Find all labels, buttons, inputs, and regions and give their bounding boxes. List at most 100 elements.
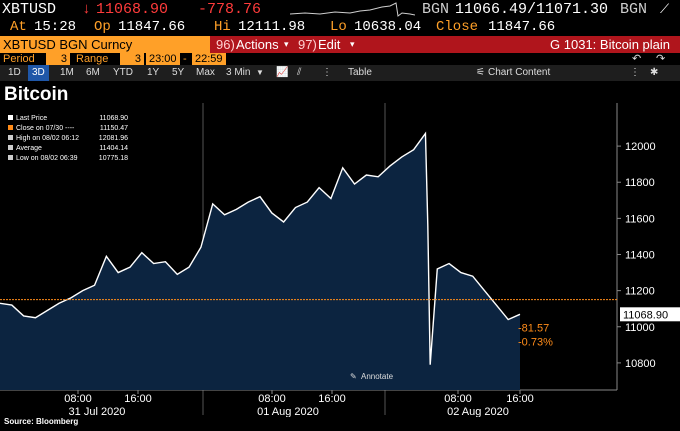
- y-tick-label: 11400: [625, 250, 655, 262]
- quote-line: XBTUSD ↓ 11068.90 -778.76 BGN 11066.49/1…: [0, 0, 680, 20]
- chart-content-button[interactable]: Chart Content: [488, 67, 551, 78]
- y-tick-label: 11200: [625, 286, 655, 298]
- chart-toolbar: 1D 3D 1M 6M YTD 1Y 5Y Max 3 Min ▼ 📈 ⫽ ⋮ …: [0, 65, 680, 81]
- range-button-1d[interactable]: 1D: [8, 67, 21, 78]
- end-time-field[interactable]: 22:59: [192, 53, 226, 66]
- legend-swatch: [8, 145, 13, 150]
- legend-swatch: [8, 135, 13, 140]
- date-label: 02 Aug 2020: [447, 406, 509, 417]
- at-time: 15:28: [34, 19, 77, 35]
- quote-detail-line: At 15:28 Op 11847.66 Hi 12111.98 Lo 1063…: [0, 18, 680, 36]
- x-tick-label: 08:00: [64, 393, 92, 405]
- range-dash: -: [183, 53, 187, 65]
- x-tick-label: 08:00: [444, 393, 472, 405]
- security-field[interactable]: XBTUSD BGN Curncy: [0, 36, 210, 53]
- function-title: G 1031: Bitcoin plain: [550, 37, 670, 52]
- legend-label: Close on 07/30 ----: [16, 125, 75, 132]
- period-field[interactable]: 3: [46, 53, 70, 66]
- command-bar: XBTUSD BGN Curncy 96) Actions ▾ 97) Edit…: [0, 36, 680, 53]
- sparkline: [290, 2, 415, 17]
- bgn-label-1: BGN: [422, 1, 450, 18]
- undo-icon[interactable]: ↶: [632, 53, 642, 65]
- settings-line-icon[interactable]: ⫽: [297, 67, 302, 78]
- close-label: Close: [436, 19, 479, 35]
- legend-swatch: [8, 155, 13, 160]
- legend-label: High on 08/02 06:12: [16, 135, 79, 142]
- start-time-field[interactable]: 23:00: [146, 53, 180, 66]
- annotate-label[interactable]: Annotate: [361, 372, 394, 381]
- interval-dropdown-icon[interactable]: ▼: [256, 68, 264, 77]
- price-chart: 10800 11000 11200 11400 11600 11800 12000 08:0…: [0, 103, 680, 417]
- ticker[interactable]: XBTUSD: [2, 1, 57, 18]
- annotate-button[interactable]: ✎ Annotate: [350, 372, 394, 381]
- redo-icon[interactable]: ↷: [656, 53, 666, 65]
- range-button-3d[interactable]: 3D: [28, 65, 49, 81]
- edit-dropdown-icon[interactable]: ▾: [350, 39, 355, 49]
- bid-ask: 11066.49/11071.30: [455, 1, 609, 18]
- legend-label: Average: [16, 145, 42, 152]
- gear-icon[interactable]: ✱: [650, 67, 659, 78]
- legend-swatch: [8, 115, 13, 120]
- net-change: -778.76: [198, 1, 262, 18]
- y-tick-label: 11600: [625, 213, 655, 225]
- edit-menu[interactable]: Edit: [318, 37, 341, 52]
- table-button[interactable]: Table: [348, 67, 372, 78]
- chart-content-icon[interactable]: ⚟: [476, 67, 485, 78]
- more-options-icon-right[interactable]: ⋮: [630, 67, 640, 78]
- actions-dropdown-icon[interactable]: ▾: [284, 39, 289, 49]
- last-price-label: 11068.90: [623, 309, 668, 321]
- high-label: Hi: [214, 19, 231, 35]
- interval-select[interactable]: 3 Min: [226, 67, 251, 78]
- annotate-pencil-icon[interactable]: ✎: [350, 372, 357, 381]
- actions-number: 96): [216, 37, 235, 52]
- y-tick-label: 12000: [625, 141, 656, 153]
- legend-value: 11404.14: [99, 145, 128, 152]
- y-tick-label: 11800: [625, 177, 655, 189]
- range-button-ytd[interactable]: YTD: [113, 67, 133, 78]
- range-label: Range: [76, 53, 109, 65]
- low-label: Lo: [330, 19, 347, 35]
- edit-number: 97): [298, 37, 317, 52]
- legend-value: 12081.96: [99, 135, 128, 142]
- more-options-icon[interactable]: ⋮: [322, 67, 332, 78]
- line-chart-icon[interactable]: 📈: [276, 67, 289, 78]
- legend-value: 10775.18: [99, 155, 128, 162]
- actions-menu[interactable]: Actions: [236, 37, 279, 52]
- x-tick-label: 16:00: [506, 393, 534, 405]
- last-price: 11068.90: [96, 1, 169, 18]
- change-absolute: -81.57: [518, 322, 549, 334]
- at-label: At: [10, 19, 27, 35]
- range-button-6m[interactable]: 6M: [86, 67, 100, 78]
- low-value: 10638.04: [354, 19, 422, 35]
- legend: Last Price 11068.90 Close on 07/30 ---- 111…: [4, 111, 132, 171]
- range-button-max[interactable]: Max: [196, 67, 215, 78]
- price-line: [0, 131, 521, 365]
- price-area: [0, 133, 520, 390]
- bgn-label-2: BGN: [620, 1, 648, 18]
- range-button-1y[interactable]: 1Y: [147, 67, 160, 78]
- range-bar: Period 3 Range 3 23:00 - 22:59 ↶ ↷: [0, 53, 680, 66]
- change-percent: -0.73%: [518, 336, 553, 348]
- page-title: Bitcoin: [4, 84, 69, 105]
- range-button-5y[interactable]: 5Y: [172, 67, 185, 78]
- high-value: 12111.98: [238, 19, 306, 35]
- x-tick-label: 08:00: [258, 393, 286, 405]
- down-arrow-icon: ↓: [82, 1, 92, 18]
- command-strip: 96) Actions ▾ 97) Edit ▾ G 1031: Bitcoin…: [210, 36, 680, 53]
- date-label: 31 Jul 2020: [69, 406, 126, 417]
- legend-label: Low on 08/02 06:39: [16, 155, 78, 162]
- legend-label: Last Price: [16, 115, 47, 122]
- x-tick-label: 16:00: [318, 393, 346, 405]
- y-tick-label: 11000: [625, 322, 655, 334]
- y-tick-label: 10800: [625, 358, 656, 370]
- open-value: 11847.66: [118, 19, 186, 35]
- legend-value: 11068.90: [99, 115, 128, 122]
- legend-value: 11150.47: [100, 125, 128, 132]
- source-note: Source: Bloomberg: [4, 417, 79, 426]
- pin-icon[interactable]: ⟋: [660, 2, 670, 17]
- y-axis: 10800 11000 11200 11400 11600 11800 12000: [617, 141, 656, 370]
- last-price-tag: 11068.90: [620, 307, 680, 322]
- range-button-1m[interactable]: 1M: [60, 67, 74, 78]
- range-field[interactable]: 3: [120, 53, 144, 66]
